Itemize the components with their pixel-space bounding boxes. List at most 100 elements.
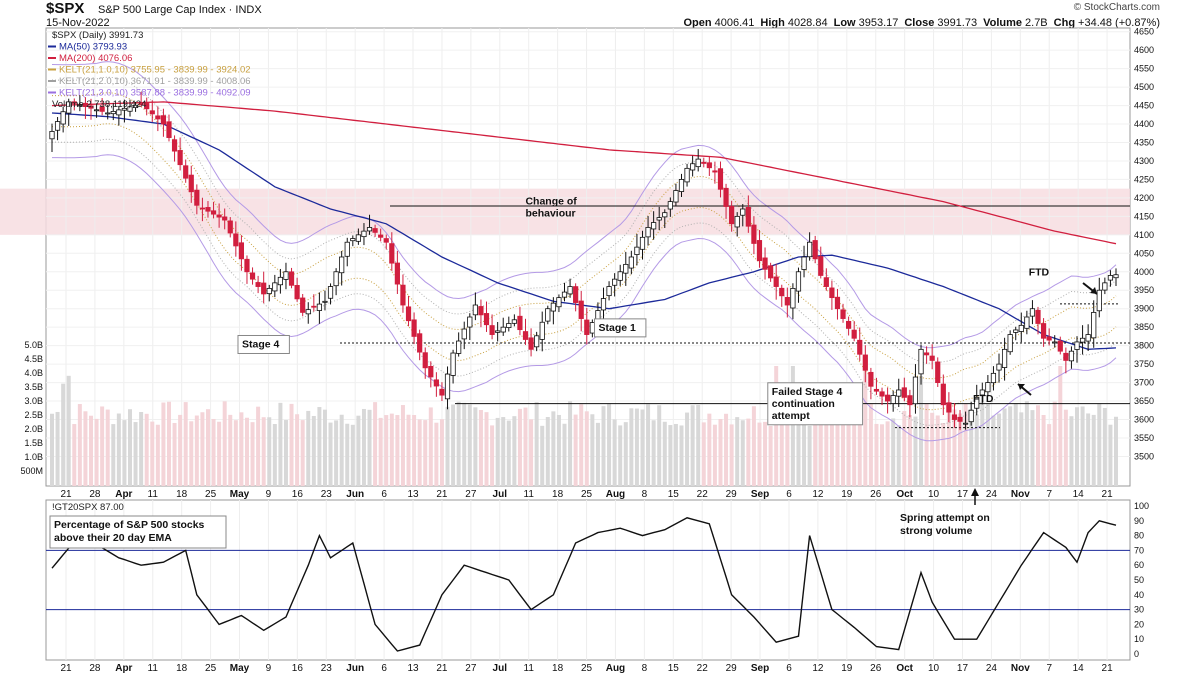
x-tick-label: 28: [89, 489, 101, 500]
volume-bar: [378, 417, 383, 486]
volume-tick-label: 2.0B: [24, 424, 43, 434]
volume-bar: [835, 402, 840, 486]
price-tick-label: 4450: [1134, 101, 1154, 111]
volume-bar: [133, 422, 138, 486]
volume-bar: [629, 408, 634, 486]
volume-bar: [161, 402, 166, 486]
candle-body: [740, 208, 746, 216]
x-tick-label: Jun: [346, 489, 364, 500]
candle-body: [149, 110, 155, 115]
candle-body: [60, 111, 66, 125]
breadth-tick-label: 80: [1134, 531, 1144, 541]
candle-body: [138, 103, 144, 105]
candle-body: [996, 363, 1002, 371]
annotation-text: attempt: [772, 410, 810, 422]
candle-body: [723, 187, 729, 207]
price-tick-label: 4650: [1134, 27, 1154, 37]
x-tick-label: 26: [870, 663, 882, 674]
volume-bar: [367, 409, 372, 486]
candle-body: [71, 101, 77, 104]
ma200-line: [51, 101, 1117, 245]
volume-bar: [891, 418, 896, 486]
volume-bar: [322, 409, 327, 486]
candle-body: [389, 243, 395, 264]
volume-bar: [623, 422, 628, 486]
volume-bar: [373, 402, 378, 486]
candle-body: [444, 373, 451, 400]
x-tick-label: Jul: [493, 489, 508, 500]
volume-bar: [523, 407, 528, 486]
annotation-text: Stage 4: [242, 338, 280, 350]
candle-body: [729, 205, 735, 225]
candle-body: [1068, 350, 1075, 362]
volume-bar: [1013, 403, 1018, 486]
candle-body: [327, 286, 334, 299]
candle-body: [985, 382, 991, 393]
volume-bar: [907, 415, 912, 486]
candle-body: [82, 102, 89, 108]
candle-body: [99, 106, 105, 112]
x-tick-label: 21: [1102, 663, 1114, 674]
volume-bar: [361, 408, 366, 486]
price-tick-label: 4000: [1134, 267, 1154, 277]
volume-bar: [289, 403, 294, 486]
candle-body: [818, 256, 824, 276]
volume-bar: [339, 414, 344, 486]
candle-body: [879, 391, 885, 397]
volume-bar: [451, 404, 456, 486]
candle-body: [77, 104, 83, 107]
ohlc-value: 4028.84: [787, 17, 828, 29]
candle-body: [1001, 348, 1008, 368]
x-tick-label: 22: [697, 489, 709, 500]
candle-body: [807, 241, 813, 258]
candle-body: [355, 234, 361, 242]
volume-bar: [111, 424, 116, 486]
candle-body: [962, 422, 969, 425]
candle-body: [667, 201, 673, 210]
volume-bar: [529, 419, 534, 486]
x-tick-label: 29: [726, 489, 738, 500]
volume-bar: [155, 424, 160, 486]
candle-body: [896, 389, 902, 397]
volume-bar: [350, 424, 355, 486]
x-tick-label: 11: [524, 663, 535, 674]
volume-bar: [295, 414, 300, 486]
x-tick-label: 11: [524, 489, 535, 500]
candle-body: [545, 308, 551, 322]
volume-bar: [501, 417, 506, 486]
candle-body: [483, 313, 490, 326]
volume-bar: [66, 375, 71, 486]
candle-body: [656, 217, 662, 221]
candle-body: [645, 227, 651, 238]
breadth-annotation-text: above their 20 day EMA: [54, 532, 172, 544]
ftd-arrow-head-1: [1090, 287, 1097, 294]
candle-body: [584, 319, 590, 335]
x-tick-label: 11: [148, 663, 159, 674]
volume-bar: [1041, 414, 1046, 486]
x-tick-label: 19: [841, 489, 853, 500]
volume-bar: [902, 410, 907, 486]
candle-body: [93, 109, 100, 112]
x-tick-label: 9: [266, 663, 272, 674]
candle-body: [1102, 282, 1108, 291]
volume-bar: [1019, 412, 1024, 486]
annotation-text: behaviour: [525, 207, 575, 219]
x-tick-label: 23: [321, 489, 333, 500]
candle-body: [272, 282, 278, 292]
volume-bar: [356, 415, 361, 486]
candle-body: [706, 162, 712, 169]
candle-body: [907, 395, 913, 406]
candle-body: [288, 271, 295, 286]
x-tick-label: 25: [205, 663, 217, 674]
candle-body: [923, 352, 930, 356]
candle-body: [901, 387, 907, 398]
candle-body: [110, 111, 116, 115]
x-tick-label: 10: [928, 663, 940, 674]
price-tick-label: 3750: [1134, 359, 1154, 369]
candle-body: [717, 168, 724, 190]
volume-bar: [696, 404, 701, 486]
candle-body: [194, 189, 200, 206]
ohlc-value: 3953.17: [858, 17, 899, 29]
candle-body: [183, 165, 189, 179]
volume-bar: [417, 419, 422, 486]
